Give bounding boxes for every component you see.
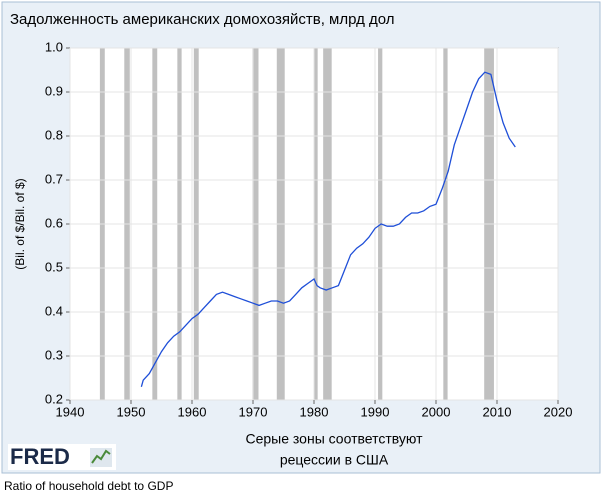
data-line — [140, 71, 516, 387]
y-tick-label: 0.2 — [45, 391, 63, 406]
x-tick-label: 1960 — [178, 404, 207, 419]
y-tick-label: 0.6 — [45, 215, 63, 230]
y-tick-label: 0.3 — [45, 347, 63, 362]
x-axis-label: рецессии в США — [280, 452, 389, 468]
caption: Ratio of household debt to GDP — [4, 479, 173, 493]
y-tick-label: 0.4 — [45, 303, 63, 318]
x-tick-label: 2010 — [483, 404, 512, 419]
y-tick-label: 1.0 — [45, 39, 63, 54]
y-tick-label: 0.7 — [45, 171, 63, 186]
x-axis-label: Серые зоны соответствуют — [246, 431, 424, 447]
x-tick-label: 1970 — [239, 404, 268, 419]
x-tick-label: 1980 — [300, 404, 329, 419]
chart-title: Задолженность американских домохозяйств,… — [10, 11, 395, 28]
y-tick-label: 0.9 — [45, 83, 63, 98]
y-tick-label: 0.8 — [45, 127, 63, 142]
y-tick-label: 0.5 — [45, 259, 63, 274]
x-tick-label: 1950 — [117, 404, 146, 419]
x-tick-label: 2020 — [544, 404, 573, 419]
logo: FRED — [10, 444, 70, 469]
logo-icon — [90, 448, 112, 467]
x-tick-label: 1990 — [361, 404, 390, 419]
x-tick-label: 1940 — [56, 404, 85, 419]
y-axis-label: (Bil. of $/Bil. of $) — [13, 178, 27, 269]
x-tick-label: 2000 — [422, 404, 451, 419]
